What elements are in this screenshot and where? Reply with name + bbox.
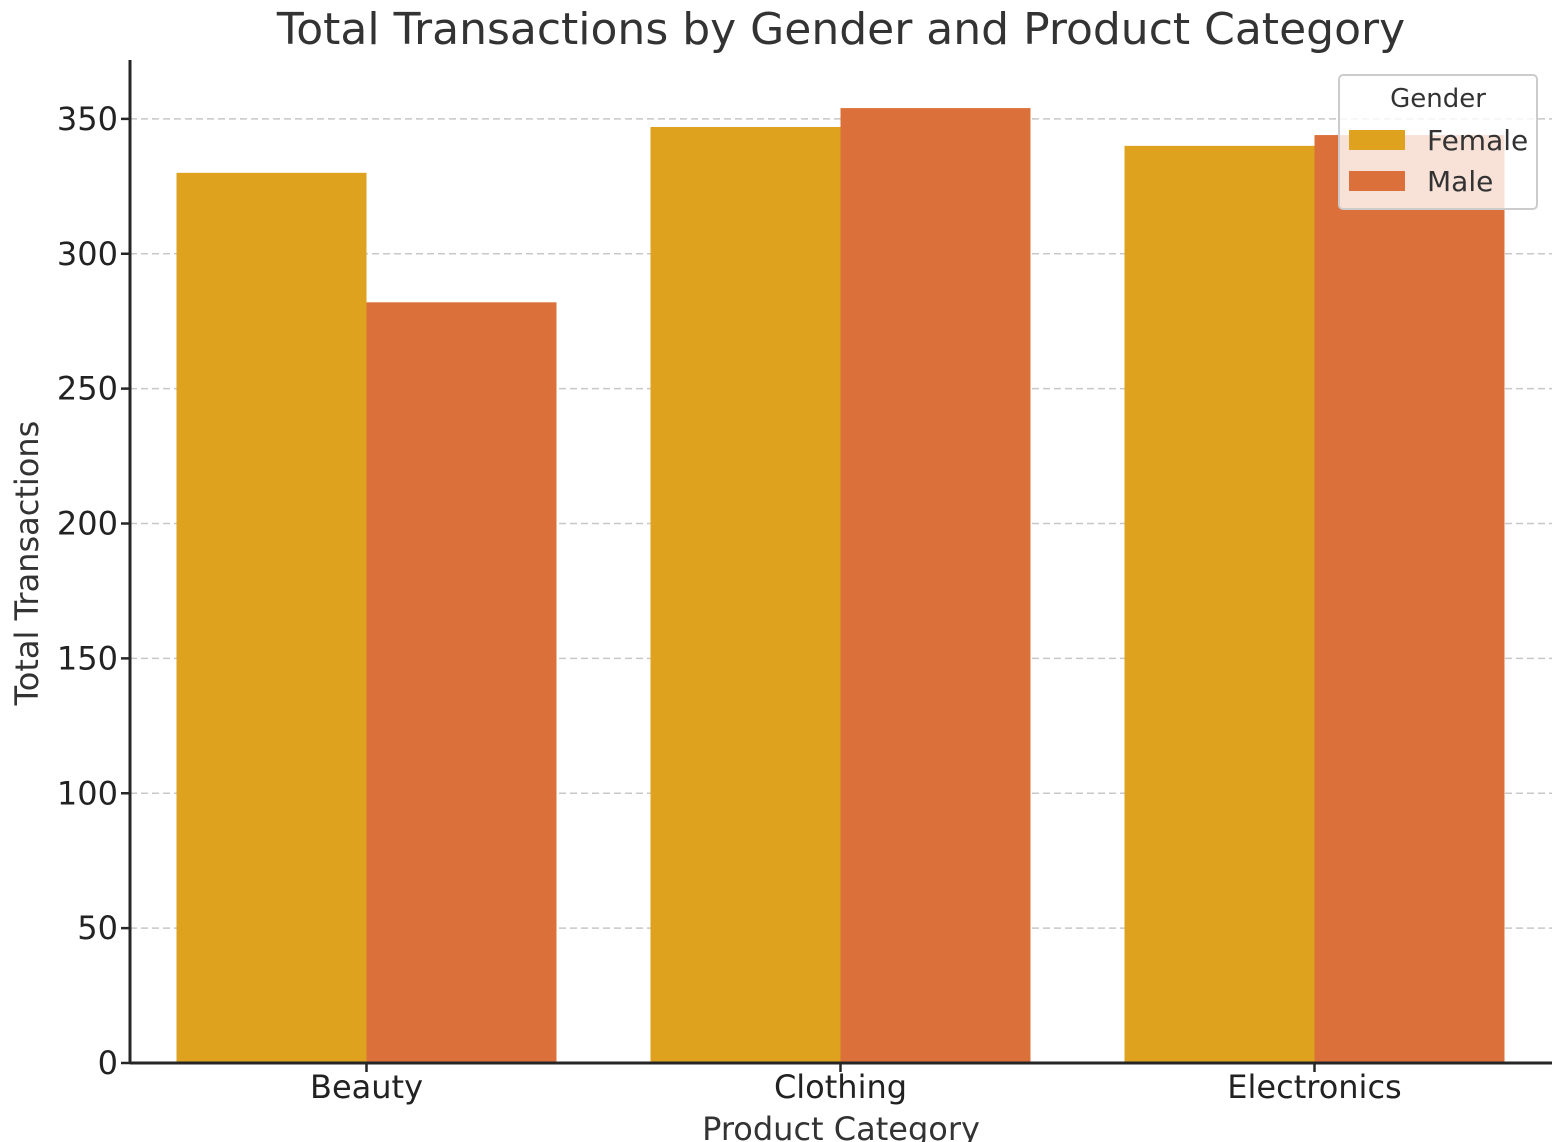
bar-electronics-female: [1124, 145, 1315, 1064]
tick-labels: 0 50 100 150 200 250 300 350 Beauty Clothing Elect…: [57, 100, 1402, 1106]
y-tick-label-100: 100: [57, 774, 118, 812]
y-tick-label-0: 0: [98, 1044, 118, 1082]
axes: [121, 60, 1552, 1072]
legend: Gender Female Male: [1338, 74, 1538, 210]
y-tick-label-350: 350: [57, 100, 118, 138]
y-tick-label-300: 300: [57, 235, 118, 273]
x-tick-label-electronics: Electronics: [1227, 1068, 1401, 1106]
y-tick-label-250: 250: [57, 370, 118, 408]
legend-label-male: Male: [1427, 165, 1493, 198]
x-axis-label: Product Category: [702, 1110, 980, 1142]
y-tick-label-50: 50: [77, 909, 118, 947]
chart-title: Total Transactions by Gender and Product…: [276, 4, 1405, 55]
y-tick-label-150: 150: [57, 639, 118, 677]
legend-label-female: Female: [1427, 124, 1528, 157]
legend-title: Gender: [1390, 84, 1486, 114]
bars: [176, 108, 1505, 1064]
bar-clothing-male: [840, 108, 1031, 1063]
legend-swatch-female: [1349, 130, 1405, 150]
bar-beauty-male: [366, 302, 557, 1063]
x-tick-label-beauty: Beauty: [310, 1068, 423, 1106]
bar-electronics-male: [1314, 135, 1505, 1063]
y-axis-label: Total Transactions: [8, 421, 46, 707]
y-tick-label-200: 200: [57, 505, 118, 543]
bar-beauty-female: [176, 172, 367, 1063]
x-tick-label-clothing: Clothing: [774, 1068, 907, 1106]
legend-swatch-male: [1349, 171, 1405, 191]
bar-clothing-female: [650, 126, 841, 1063]
